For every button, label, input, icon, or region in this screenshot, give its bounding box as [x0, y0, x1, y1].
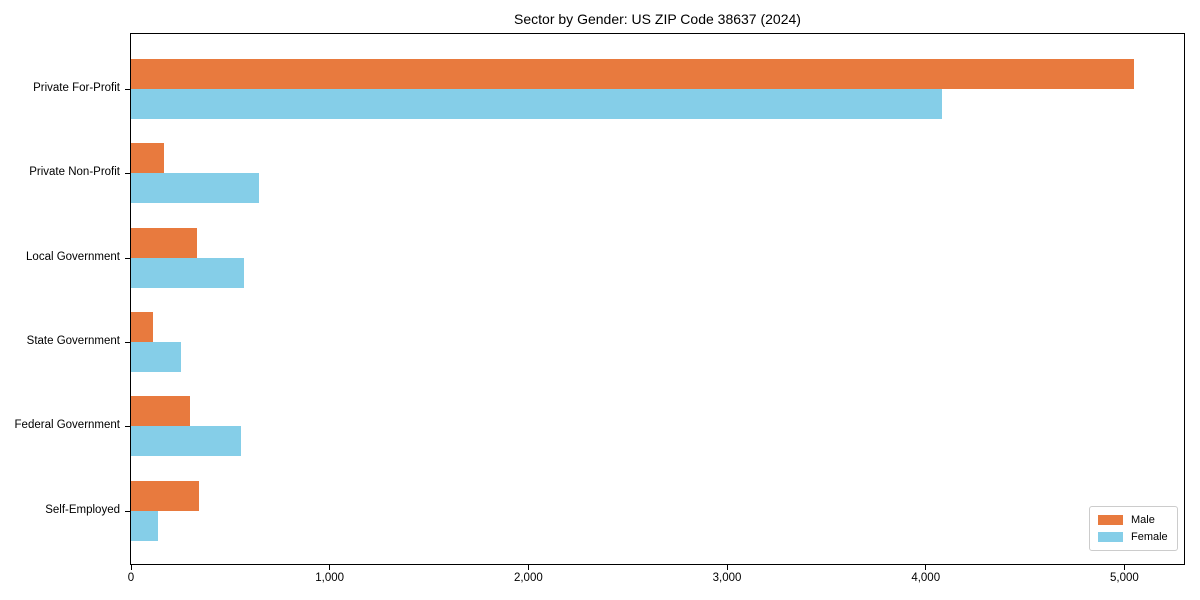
category-label-5: Self-Employed	[45, 503, 120, 516]
y-tick-mark	[125, 89, 130, 90]
bar-female-1	[131, 173, 260, 204]
category-label-4: Federal Government	[14, 419, 120, 432]
bar-male-0	[131, 59, 1135, 89]
bar-male-4	[131, 396, 190, 427]
bar-female-4	[131, 426, 242, 457]
bar-male-3	[131, 311, 153, 342]
x-tick-mark	[726, 565, 728, 570]
x-tick-mark	[527, 565, 529, 570]
category-label-2: Local Government	[26, 250, 120, 263]
x-tick-label-3: 3,000	[712, 572, 742, 584]
bar-female-5	[131, 510, 158, 541]
x-tick-label-4: 4,000	[911, 572, 941, 584]
category-label-3: State Government	[26, 334, 120, 347]
legend-label-female: Female	[1131, 531, 1168, 543]
bar-female-3	[131, 341, 181, 372]
x-tick-mark	[130, 565, 132, 570]
x-tick-mark	[925, 565, 927, 570]
x-tick-label-5: 5,000	[1110, 572, 1139, 584]
y-tick-mark	[125, 426, 130, 428]
legend-item-male: Male	[1098, 514, 1168, 526]
y-tick-mark	[125, 173, 130, 175]
x-tick-label-0: 0	[127, 572, 135, 584]
chart-title: Sector by Gender: US ZIP Code 38637 (202…	[514, 11, 801, 27]
legend-label-male: Male	[1131, 514, 1155, 526]
y-tick-mark	[125, 341, 130, 343]
y-tick-mark	[125, 257, 130, 259]
x-tick-mark	[1123, 565, 1125, 570]
x-tick-label-2: 2,000	[513, 572, 543, 584]
x-tick-label-1: 1,000	[315, 572, 345, 584]
legend-swatch-female-icon	[1098, 532, 1123, 542]
category-label-0: Private For-Profit	[33, 82, 120, 94]
legend: Male Female	[1089, 506, 1178, 551]
bar-female-2	[131, 257, 245, 288]
bar-male-1	[131, 143, 164, 174]
x-tick-mark	[329, 565, 331, 570]
bar-male-2	[131, 227, 197, 258]
category-label-1: Private Non-Profit	[29, 166, 120, 179]
plot-area	[130, 33, 1185, 565]
y-tick-mark	[125, 510, 130, 512]
bar-male-5	[131, 480, 199, 511]
legend-item-female: Female	[1098, 531, 1168, 543]
legend-swatch-male-icon	[1098, 515, 1123, 525]
bar-female-0	[131, 89, 942, 119]
